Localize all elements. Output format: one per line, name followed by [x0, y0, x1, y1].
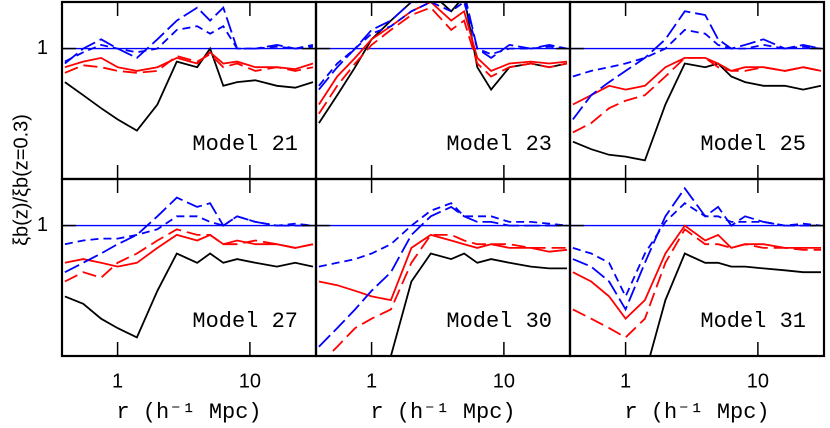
- y-axis-label: ξb(z)/ξb(z=0.3): [10, 114, 32, 246]
- data-line: [64, 228, 314, 283]
- model-label: Model 30: [446, 309, 552, 334]
- data-line: [64, 215, 314, 246]
- x-tick-label: 1: [620, 370, 631, 392]
- data-line: [572, 227, 821, 339]
- data-line: [318, 2, 568, 87]
- data-line: [64, 5, 314, 65]
- data-line: [572, 28, 822, 78]
- data-line: [64, 196, 313, 274]
- x-tick-label: 10: [747, 370, 769, 392]
- x-tick-label: 1: [112, 370, 123, 392]
- data-line: [318, 6, 568, 115]
- y-tick-label: 1: [37, 214, 48, 236]
- data-line: [326, 233, 567, 356]
- data-line: [64, 46, 314, 132]
- data-line: [389, 252, 567, 356]
- panel: [570, 186, 824, 356]
- model-label: Model 23: [446, 132, 552, 157]
- data-line: [572, 10, 822, 120]
- x-axis-label: r (h⁻¹ Mpc): [116, 400, 261, 425]
- y-tick-label: 1: [37, 37, 48, 59]
- data-line: [572, 62, 822, 162]
- panel: [62, 196, 316, 339]
- model-label: Model 27: [192, 309, 298, 334]
- data-line: [318, 202, 568, 268]
- data-line: [64, 53, 314, 74]
- data-line: [64, 252, 314, 339]
- panel: [62, 5, 316, 132]
- model-label: Model 25: [700, 132, 806, 157]
- data-line: [572, 57, 822, 134]
- data-line: [318, 233, 568, 302]
- data-line: [318, 205, 567, 348]
- x-axis-label: r (h⁻¹ Mpc): [370, 400, 515, 425]
- data-line: [572, 186, 821, 312]
- data-line: [64, 24, 314, 63]
- data-line: [64, 51, 314, 72]
- model-label: Model 31: [700, 309, 806, 334]
- data-line: [649, 252, 821, 356]
- panel: [316, 202, 570, 356]
- data-line: [64, 233, 314, 268]
- panel: [570, 10, 824, 162]
- data-line: [318, 2, 568, 91]
- x-tick-label: 10: [239, 370, 261, 392]
- x-axis-label: r (h⁻¹ Mpc): [624, 400, 769, 425]
- data-line: [572, 224, 821, 321]
- data-line: [572, 202, 822, 299]
- panel: [316, 2, 570, 124]
- data-line: [318, 2, 568, 105]
- model-label: Model 21: [192, 132, 298, 157]
- x-tick-label: 1: [366, 370, 377, 392]
- x-tick-label: 10: [493, 370, 515, 392]
- panel-frame: [568, 177, 826, 358]
